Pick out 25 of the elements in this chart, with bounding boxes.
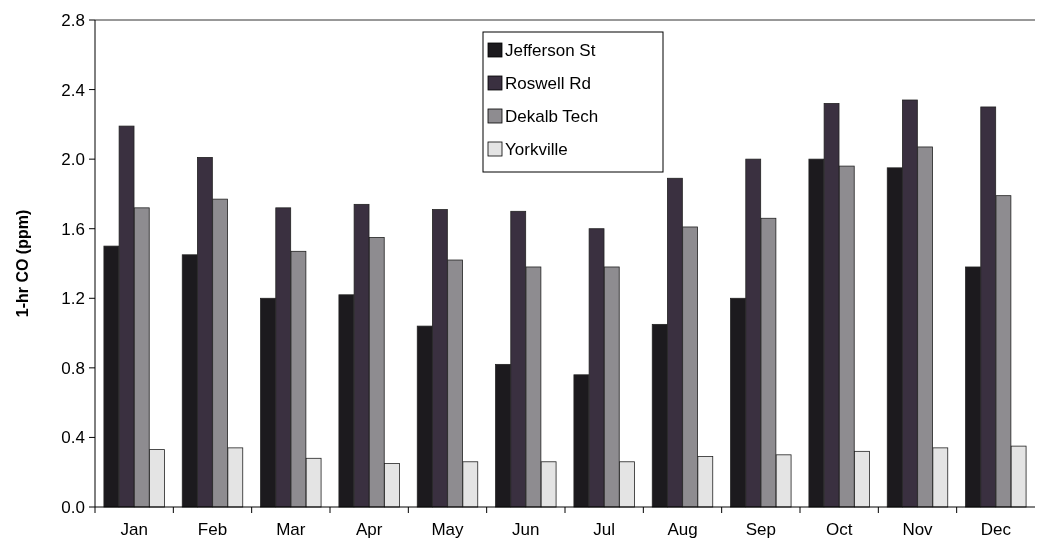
x-tick-label: Apr — [355, 520, 383, 539]
x-tick-label: Dec — [980, 520, 1012, 539]
y-tick-label: 0.4 — [61, 428, 85, 448]
x-tick-label: Jun — [512, 520, 540, 539]
y-tick-label: 2.4 — [61, 80, 85, 100]
x-tick-label: Jul — [593, 520, 616, 539]
y-tick-label: 1.6 — [61, 219, 85, 239]
x-tick-label: Oct — [825, 520, 853, 539]
x-tick-label: May — [431, 520, 465, 539]
x-tick-label: Aug — [667, 520, 698, 539]
legend-label: Dekalb Tech — [505, 106, 599, 126]
y-tick-label: 0.0 — [61, 497, 85, 517]
legend-label: Jefferson St — [505, 40, 596, 60]
legend-label: Yorkville — [505, 139, 568, 159]
y-tick-label: 1.2 — [61, 289, 85, 309]
x-tick-label: Jan — [120, 520, 148, 539]
x-tick-label: Sep — [745, 520, 776, 539]
y-tick-label: 2.8 — [61, 10, 85, 30]
x-tick-label: Mar — [276, 520, 306, 539]
x-tick-label: Nov — [902, 520, 934, 539]
y-tick-label: 0.8 — [61, 358, 85, 378]
x-tick-label: Feb — [197, 520, 228, 539]
legend-label: Roswell Rd — [505, 73, 591, 93]
y-tick-label: 2.0 — [61, 150, 85, 170]
y-axis-title: 1-hr CO (ppm) — [14, 209, 31, 318]
